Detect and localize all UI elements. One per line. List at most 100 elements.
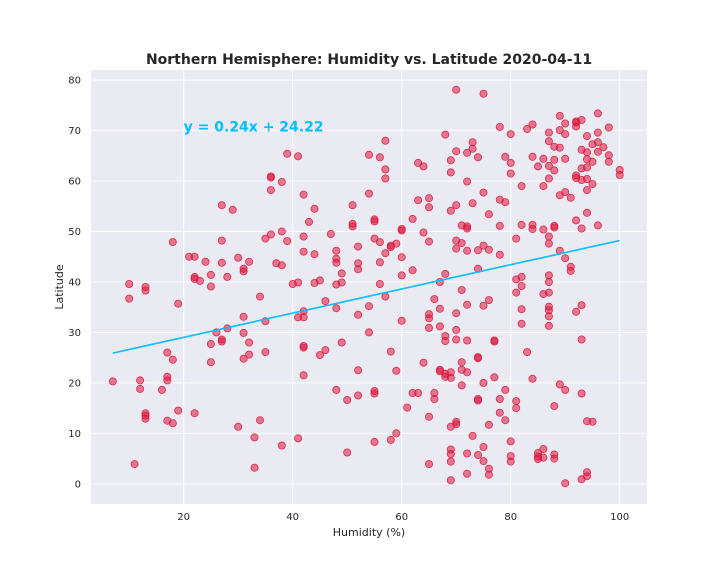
data-point xyxy=(523,348,532,357)
data-point xyxy=(544,321,553,330)
data-point xyxy=(490,337,499,346)
data-point xyxy=(354,310,363,319)
data-point xyxy=(561,119,570,128)
data-point xyxy=(512,397,521,406)
data-point xyxy=(294,434,303,443)
y-tick-label: 10 xyxy=(68,429,81,440)
data-point xyxy=(299,232,308,241)
regression-line xyxy=(112,239,620,354)
data-point xyxy=(315,351,324,360)
data-point xyxy=(381,136,390,145)
data-point xyxy=(593,128,602,137)
data-point xyxy=(544,271,553,280)
data-point xyxy=(517,319,526,328)
data-point xyxy=(294,278,303,287)
data-point xyxy=(479,241,488,250)
y-tick-labels: 0 10 20 30 40 50 60 70 80 xyxy=(68,76,81,491)
data-point xyxy=(337,278,346,287)
data-point xyxy=(283,237,292,246)
data-point xyxy=(277,177,286,186)
data-point xyxy=(506,457,515,466)
data-point xyxy=(337,269,346,278)
data-point xyxy=(577,224,586,233)
data-point xyxy=(512,404,521,413)
data-point xyxy=(435,304,444,313)
data-point xyxy=(495,408,504,417)
data-point xyxy=(572,122,581,131)
data-point xyxy=(583,163,592,172)
data-point xyxy=(332,385,341,394)
data-point xyxy=(299,190,308,199)
data-point xyxy=(544,277,553,286)
data-point xyxy=(484,210,493,219)
data-point xyxy=(473,354,482,363)
data-point xyxy=(452,85,461,94)
data-point xyxy=(463,469,472,478)
data-point xyxy=(375,238,384,247)
data-point xyxy=(446,168,455,177)
data-point xyxy=(473,246,482,255)
data-point xyxy=(446,476,455,485)
data-point xyxy=(539,182,548,191)
data-point xyxy=(583,174,592,183)
data-point xyxy=(583,472,592,481)
data-point xyxy=(168,419,177,428)
data-point xyxy=(419,228,428,237)
data-point xyxy=(266,186,275,195)
data-point xyxy=(463,224,472,233)
data-point xyxy=(457,239,466,248)
data-point xyxy=(550,454,559,463)
data-point xyxy=(572,307,581,316)
data-point xyxy=(544,288,553,297)
data-point xyxy=(501,152,510,161)
data-point xyxy=(599,143,608,152)
data-point xyxy=(364,189,373,198)
data-point xyxy=(506,130,515,139)
data-point xyxy=(136,384,145,393)
data-point xyxy=(315,276,324,285)
data-point xyxy=(577,301,586,310)
data-point xyxy=(190,252,199,261)
data-point xyxy=(343,448,352,457)
data-point xyxy=(206,270,215,279)
data-point xyxy=(555,126,564,135)
data-point xyxy=(468,431,477,440)
x-tick-label: 80 xyxy=(504,512,517,523)
data-point xyxy=(512,288,521,297)
data-point xyxy=(217,236,226,245)
data-point xyxy=(299,247,308,256)
data-point xyxy=(375,258,384,267)
data-point xyxy=(354,391,363,400)
x-tick-label: 40 xyxy=(286,512,299,523)
data-point xyxy=(583,186,592,195)
data-point xyxy=(206,339,215,348)
data-point xyxy=(501,385,510,394)
data-point xyxy=(174,406,183,415)
data-point xyxy=(566,266,575,275)
data-point xyxy=(408,266,417,275)
data-point xyxy=(550,155,559,164)
data-point xyxy=(452,309,461,318)
data-point xyxy=(555,380,564,389)
y-tick-label: 30 xyxy=(68,328,81,339)
data-point xyxy=(528,152,537,161)
data-point xyxy=(446,449,455,458)
data-point xyxy=(125,294,134,303)
data-point xyxy=(435,365,444,374)
data-point xyxy=(555,111,564,120)
data-point xyxy=(424,460,433,469)
data-point xyxy=(130,460,139,469)
data-point xyxy=(414,196,423,205)
x-tick-label: 100 xyxy=(610,512,629,523)
data-point xyxy=(157,385,166,394)
data-point xyxy=(255,292,264,301)
data-point xyxy=(332,304,341,313)
data-point xyxy=(555,143,564,152)
data-point xyxy=(277,227,286,236)
data-point xyxy=(141,414,150,423)
data-point xyxy=(370,389,379,398)
data-point xyxy=(245,257,254,266)
data-point xyxy=(588,417,597,426)
y-tick-label: 40 xyxy=(68,277,81,288)
